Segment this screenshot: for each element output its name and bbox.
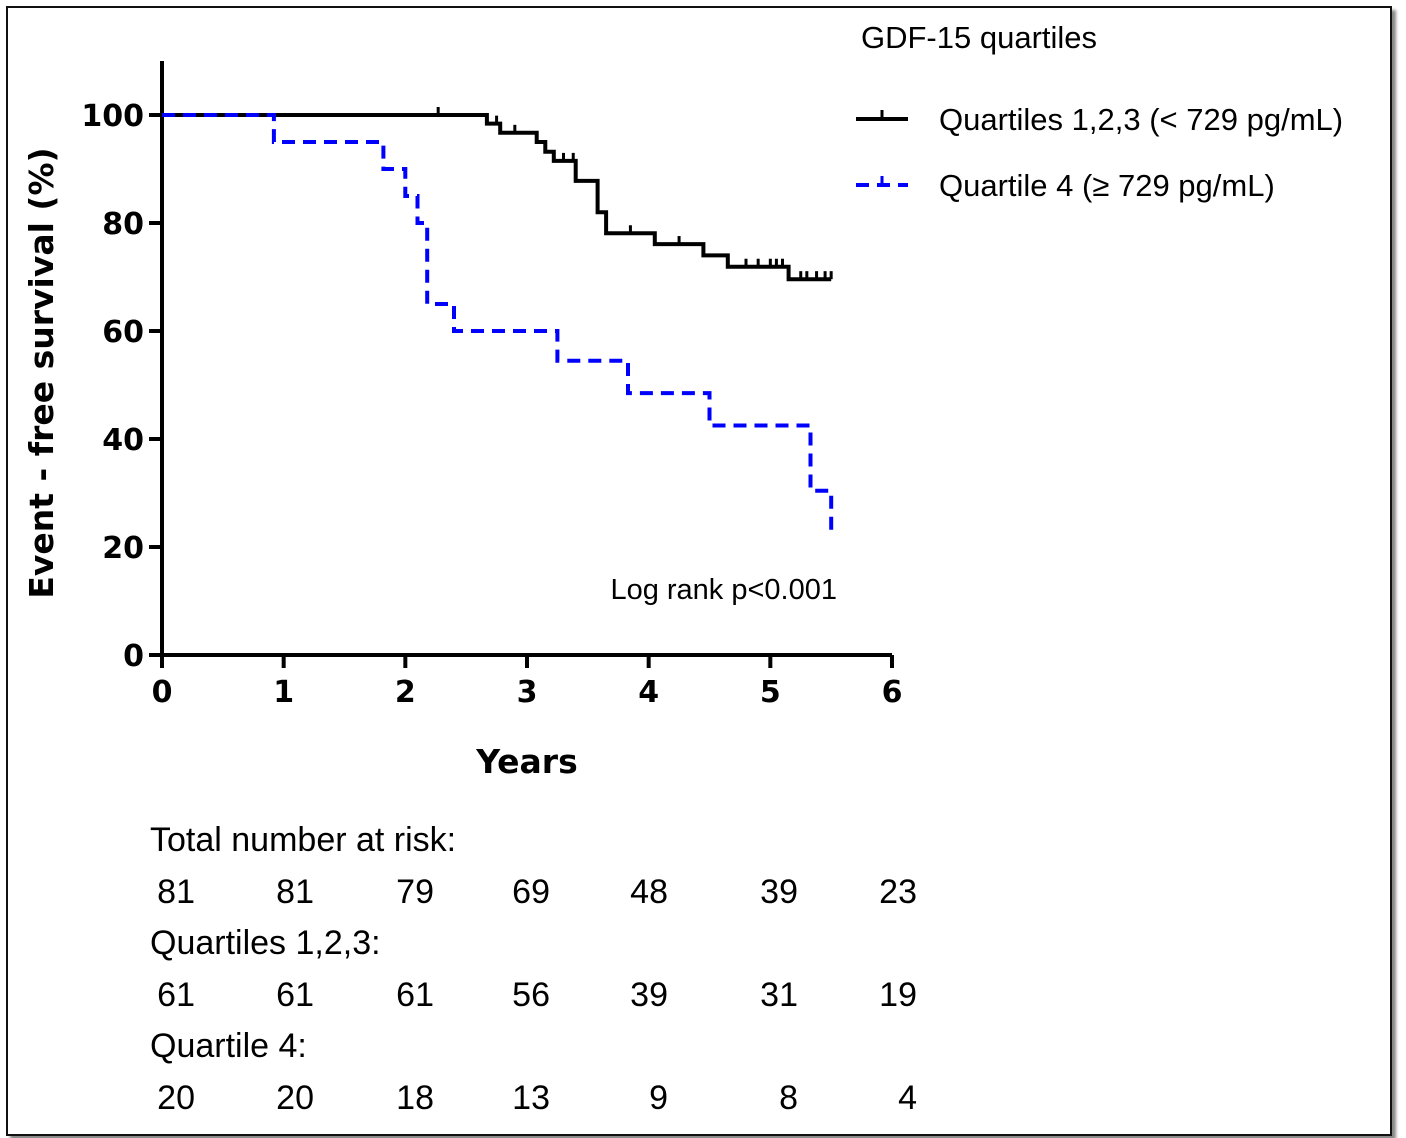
- x-tick-label: 3: [517, 675, 538, 710]
- risk-row-label: Quartiles 1,2,3:: [150, 924, 381, 962]
- risk-value: 23: [879, 873, 917, 911]
- legend: GDF-15 quartiles Quartiles 1,2,3 (< 729 p…: [856, 20, 1343, 203]
- risk-value: 81: [276, 873, 314, 911]
- series-line-2: [162, 113, 834, 533]
- risk-value: 13: [512, 1079, 550, 1117]
- risk-value: 20: [157, 1079, 195, 1117]
- y-tick-label: 100: [81, 99, 144, 134]
- y-tick-label: 60: [102, 315, 144, 350]
- risk-value: 4: [898, 1079, 917, 1117]
- risk-value: 39: [760, 873, 798, 911]
- risk-value: 81: [157, 873, 195, 911]
- log-rank-annotation: Log rank p<0.001: [610, 574, 837, 606]
- legend-label-2: Quartile 4 (≥ 729 pg/mL): [939, 168, 1275, 203]
- x-tick-label: 0: [152, 675, 173, 710]
- series-line-1: [162, 113, 832, 282]
- risk-value: 48: [630, 873, 668, 911]
- x-tick-label: 5: [760, 675, 781, 710]
- x-tick-label: 2: [395, 675, 416, 710]
- y-tick-label: 40: [102, 423, 144, 458]
- risk-value: 19: [879, 976, 917, 1014]
- risk-value: 61: [157, 976, 195, 1014]
- risk-row-label: Total number at risk:: [150, 821, 456, 859]
- risk-value: 20: [276, 1079, 314, 1117]
- x-tick-label: 4: [638, 675, 659, 710]
- x-tick-label: 6: [882, 675, 903, 710]
- risk-value: 61: [276, 976, 314, 1014]
- risk-value: 56: [512, 976, 550, 1014]
- risk-value: 79: [396, 873, 434, 911]
- risk-value: 9: [649, 1079, 668, 1117]
- y-axis-title: Event - free survival (%): [22, 147, 61, 598]
- y-tick-label: 20: [102, 531, 144, 566]
- y-tick-label: 80: [102, 207, 144, 242]
- risk-row-label: Quartile 4:: [150, 1027, 307, 1065]
- risk-value: 18: [396, 1079, 434, 1117]
- risk-value: 69: [512, 873, 550, 911]
- x-tick-label: 1: [273, 675, 294, 710]
- risk-value: 31: [760, 976, 798, 1014]
- y-tick-label: 0: [123, 639, 144, 674]
- figure-frame: 0 1 2 3 4 5 6 0 20 40 60 80 100 Years Event - free sur…: [6, 6, 1392, 1136]
- legend-label-1: Quartiles 1,2,3 (< 729 pg/mL): [939, 102, 1343, 137]
- risk-table: Total number at risk:81 81 79 69 48 39 23Quart…: [150, 821, 917, 1117]
- legend-title: GDF-15 quartiles: [861, 20, 1097, 55]
- risk-value: 39: [630, 976, 668, 1014]
- risk-value: 8: [779, 1079, 798, 1117]
- risk-value: 61: [396, 976, 434, 1014]
- survival-curves: [162, 107, 834, 533]
- x-axis-title: Years: [475, 742, 577, 781]
